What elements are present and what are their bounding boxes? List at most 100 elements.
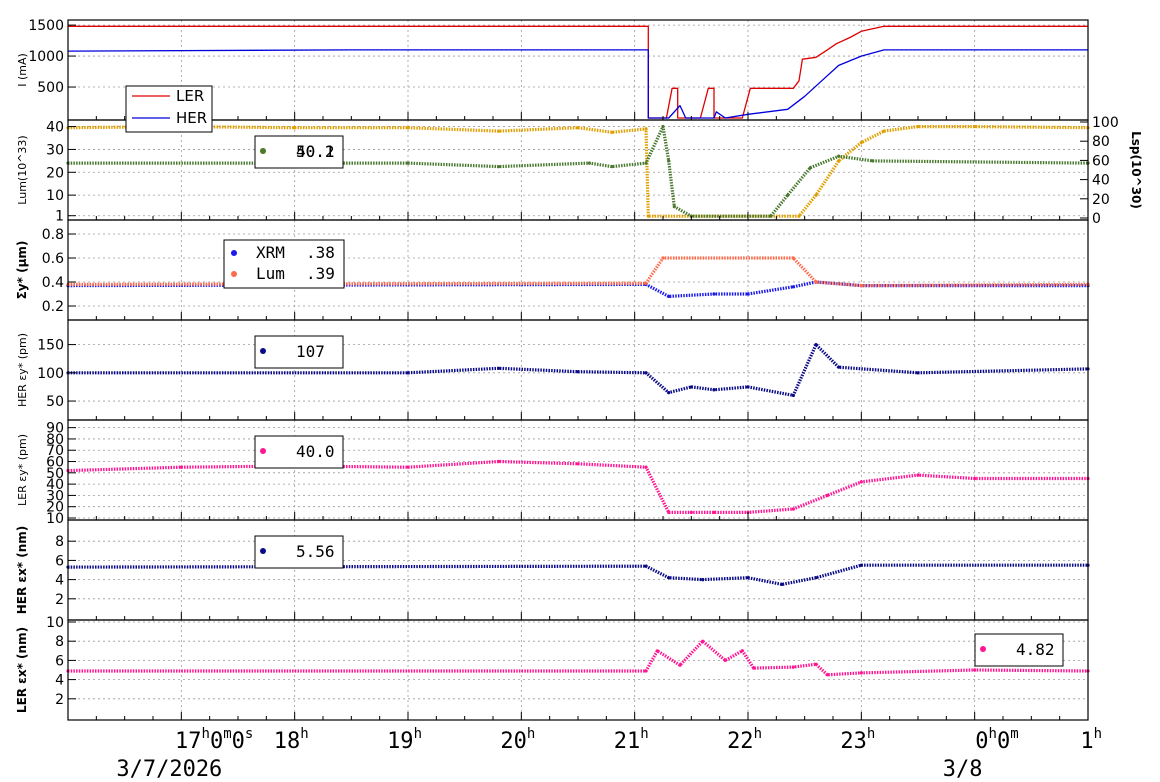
data-point <box>644 281 648 285</box>
data-point <box>678 663 682 667</box>
data-point <box>406 126 410 130</box>
data-point <box>791 285 795 289</box>
legend-box-current <box>125 85 213 133</box>
x-tick-text: 0h0m <box>975 726 1018 754</box>
data-point <box>576 462 580 466</box>
data-point <box>797 214 801 218</box>
x-tick-part: 0 <box>975 729 988 754</box>
x-tick-label: 17h0m0s <box>175 726 253 754</box>
data-point <box>406 161 410 165</box>
data-point <box>712 292 716 296</box>
y-tick-label: 80 <box>46 432 64 448</box>
x-tick-part: 0 <box>997 729 1010 754</box>
y-right-tick-label: 40 <box>1092 173 1110 189</box>
x-tick-label: 0h0m <box>975 726 1018 754</box>
x-tick-text: 22h <box>727 726 762 754</box>
x-tick-label: 19h <box>387 726 422 754</box>
panel-frame-her_eps_y <box>67 319 1089 421</box>
data-point <box>746 576 750 580</box>
y-tick-label: 2 <box>55 592 64 608</box>
series-line-luminosity-1 <box>68 124 1089 218</box>
y-tick-label: 8 <box>55 534 64 550</box>
y-tick-label: 1 <box>55 209 64 225</box>
data-point <box>610 164 614 169</box>
series-line-current-0 <box>68 25 1088 119</box>
y-tick-label: 1500 <box>28 18 64 34</box>
data-point <box>837 365 841 369</box>
legend-box-ler_eps_y <box>254 435 344 469</box>
data-point <box>406 465 410 469</box>
data-point <box>576 370 580 374</box>
data-point <box>859 671 863 675</box>
x-tick-part: h <box>989 726 997 742</box>
data-point <box>701 578 705 582</box>
data-point <box>644 371 648 375</box>
data-point <box>406 371 410 375</box>
series-line-her_eps_x-0 <box>67 563 1088 587</box>
data-point <box>644 161 648 165</box>
data-point <box>655 649 659 653</box>
panel-frame-her_eps_x <box>67 519 1089 621</box>
x-tick-text: 20h <box>500 726 535 754</box>
legend-marker <box>260 148 266 154</box>
y-axis-label: HER εy* (pm) <box>16 333 29 407</box>
data-layer <box>66 25 1090 677</box>
x-tick-part: 21 <box>614 729 641 754</box>
panel-frame-current <box>67 19 1089 121</box>
data-point <box>179 465 183 469</box>
x-tick-label: 23h <box>840 726 875 754</box>
y-tick-label: 150 <box>37 338 64 354</box>
y-right-tick-label: 100 <box>1092 115 1119 131</box>
x-tick-part: s <box>245 726 253 742</box>
y-right-tick-label: 80 <box>1092 134 1110 150</box>
series-line-luminosity-0 <box>67 124 1089 218</box>
data-point <box>837 154 841 158</box>
panel-frame-sigma_y <box>67 219 1089 321</box>
data-point <box>786 193 790 197</box>
legend-label: XRM <box>256 243 285 262</box>
y-tick-label: 60 <box>46 455 64 471</box>
panel-frame-luminosity <box>67 119 1089 221</box>
data-point <box>712 388 716 392</box>
legend-marker <box>231 271 237 277</box>
x-tick-part: 18 <box>274 729 301 754</box>
data-point <box>497 366 501 370</box>
y-tick-label: 10 <box>46 615 64 631</box>
legend-value: .39 <box>306 264 335 283</box>
data-point <box>644 127 648 131</box>
legend-label: Lum <box>256 264 285 283</box>
x-tick-part: 1 <box>1080 729 1093 754</box>
y-right-tick-label: 60 <box>1092 153 1110 169</box>
y-tick-label: 0.4 <box>42 275 64 291</box>
x-tick-part: m <box>1010 726 1018 742</box>
data-point <box>859 563 863 567</box>
data-point <box>825 673 829 677</box>
legend-label: 50.2 <box>296 142 335 161</box>
y-tick-label: 6 <box>55 653 64 669</box>
data-point <box>667 510 671 514</box>
legend-box-her_eps_x <box>254 535 344 569</box>
x-tick-part: 22 <box>727 729 754 754</box>
data-point <box>973 124 977 129</box>
legend-value: .38 <box>306 243 335 262</box>
x-tick-part: h <box>527 726 535 742</box>
data-point <box>780 582 784 587</box>
y-tick-label: 20 <box>46 500 64 516</box>
x-tick-part: h <box>1094 726 1102 742</box>
legend-label: 4.82 <box>1016 640 1055 659</box>
data-point <box>752 666 756 670</box>
y-tick-label: 0.8 <box>42 227 64 243</box>
data-point <box>661 124 665 129</box>
x-tick-part: 20 <box>500 729 527 754</box>
x-tick-part: 0 <box>210 729 223 754</box>
legend-box-sigma_y <box>223 239 345 289</box>
data-point <box>672 204 676 209</box>
x-tick-part: h <box>754 726 762 742</box>
y-tick-label: 4 <box>55 673 64 689</box>
legend-marker <box>980 646 986 652</box>
data-point <box>667 294 671 298</box>
legend-marker <box>231 250 237 256</box>
data-point <box>791 256 795 260</box>
data-point <box>644 669 648 673</box>
